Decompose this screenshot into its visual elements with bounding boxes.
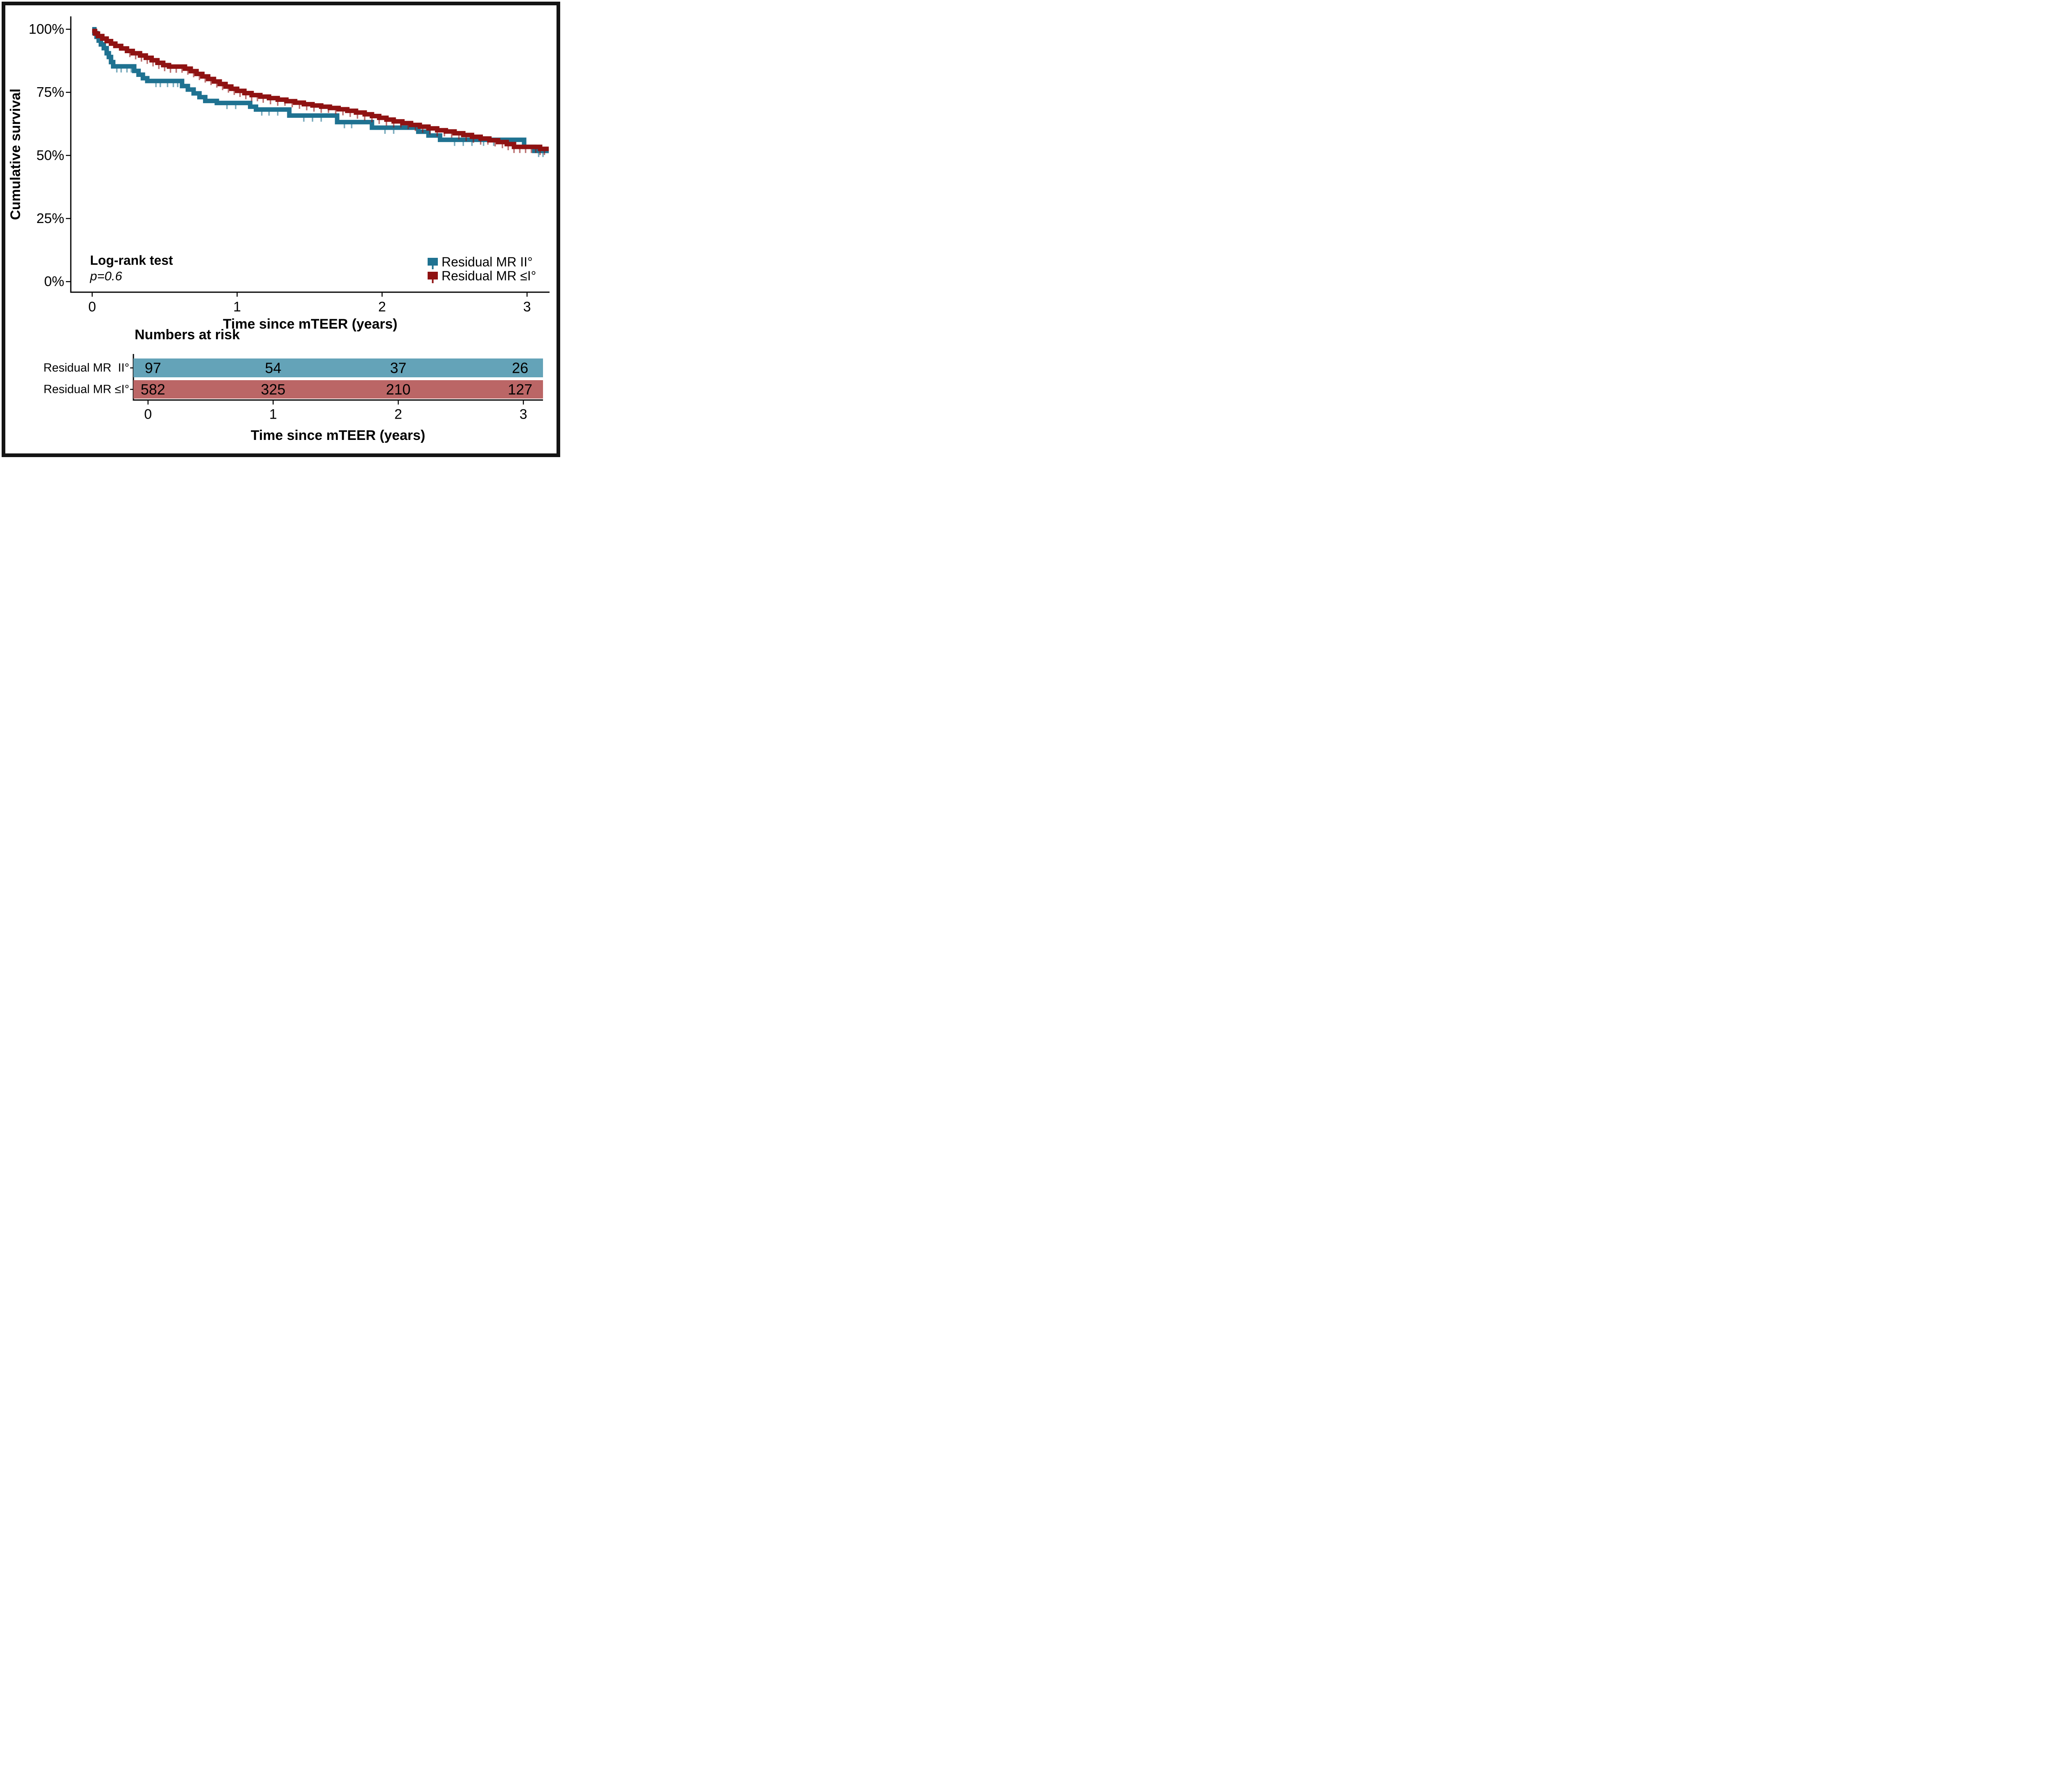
x-tick-label: 1 bbox=[233, 299, 241, 315]
x-tick-label: 0 bbox=[88, 299, 96, 315]
y-tick-label: 0% bbox=[44, 274, 64, 289]
risk-table-title: Numbers at risk bbox=[135, 327, 240, 343]
risk-x-axis-title: Time since mTEER (years) bbox=[251, 428, 425, 443]
risk-count-row1-t3: 127 bbox=[508, 381, 532, 398]
x-axis-title: Time since mTEER (years) bbox=[223, 316, 397, 332]
risk-x-tick-label: 0 bbox=[144, 407, 152, 422]
legend-key-residual-mr-le1 bbox=[428, 272, 438, 280]
risk-x-tick-label: 3 bbox=[520, 407, 527, 422]
risk-table: Numbers at risk Residual MR II° 97 54 37 26R… bbox=[43, 327, 543, 443]
survival-series-1 bbox=[92, 29, 549, 155]
y-tick-label: 25% bbox=[36, 211, 64, 226]
p-value-label: p=0.6 bbox=[90, 269, 122, 283]
x-tick-label: 2 bbox=[378, 299, 386, 315]
legend-key-residual-mr-2 bbox=[428, 258, 438, 266]
km-chart: 100%75%50%25%0%0 1 2 3 Cumulative survival … bbox=[8, 16, 550, 443]
survival-curve-1 bbox=[92, 29, 549, 151]
main-axes: 100% 75% 50% 25% 0% 0 1 2 3 bbox=[29, 16, 550, 315]
risk-count-row0-t0: 97 bbox=[145, 360, 161, 376]
risk-bar-row-1 bbox=[133, 380, 543, 399]
risk-x-tick-label: 1 bbox=[269, 407, 277, 422]
risk-x-tick-label: 2 bbox=[394, 407, 402, 422]
survival-curves bbox=[92, 27, 549, 157]
y-tick-label: 75% bbox=[36, 85, 64, 100]
legend-item-residual-mr-le1: Residual MR ≤I° bbox=[428, 268, 536, 283]
logrank-label: Log-rank test bbox=[90, 253, 173, 268]
risk-count-row0-t1: 54 bbox=[265, 360, 281, 376]
risk-row-label-0: Residual MR II° bbox=[43, 361, 129, 374]
risk-count-row0-t2: 37 bbox=[390, 360, 406, 376]
y-tick-label: 100% bbox=[29, 22, 64, 37]
risk-bar-row-0 bbox=[133, 358, 543, 377]
risk-count-row1-t1: 325 bbox=[261, 381, 285, 398]
y-axis-title: Cumulative survival bbox=[8, 88, 23, 220]
figure-frame: 100% 75% 50% 25% 0% 0 1 2 3 Cumulative survival … bbox=[2, 2, 560, 457]
legend-label-residual-mr-2: Residual MR II° bbox=[442, 255, 533, 269]
risk-count-row0-t3: 26 bbox=[512, 360, 528, 376]
legend: Residual MR II° Residual MR ≤I° bbox=[428, 255, 536, 283]
risk-count-row1-t2: 210 bbox=[386, 381, 410, 398]
x-tick-label: 3 bbox=[523, 299, 531, 315]
risk-table-body: Residual MR II° 97 54 37 26 Residual MR ≤I° 58… bbox=[43, 354, 543, 422]
logrank-annotation: Log-rank test p=0.6 bbox=[90, 253, 173, 283]
legend-label-residual-mr-le1: Residual MR ≤I° bbox=[442, 268, 536, 283]
y-tick-label: 50% bbox=[36, 148, 64, 163]
legend-item-residual-mr-2: Residual MR II° bbox=[428, 255, 533, 269]
risk-count-row1-t0: 582 bbox=[141, 381, 165, 398]
survival-curve-0 bbox=[92, 27, 549, 153]
main-plot: 100%75%50%25%0%0 1 2 3 Cumulative survival … bbox=[8, 16, 550, 332]
risk-row-label-1: Residual MR ≤I° bbox=[43, 383, 129, 396]
